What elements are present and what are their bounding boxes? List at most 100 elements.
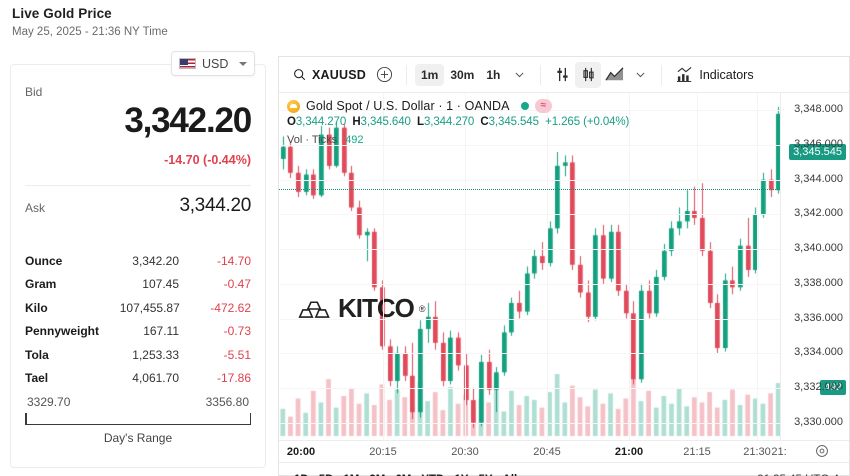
- range-6m[interactable]: 6M: [390, 471, 416, 476]
- chevron-down-icon: [239, 61, 247, 66]
- range-5d[interactable]: 5D: [314, 471, 339, 476]
- unit-name: Tola: [25, 347, 49, 362]
- ohlc-high: 3,345.640: [360, 116, 411, 128]
- gridline-horizontal: [279, 214, 780, 216]
- range-1d[interactable]: 1D: [289, 471, 314, 476]
- unit-change: -0.47: [223, 277, 251, 292]
- chart-legend: Gold Spot / U.S. Dollar · 1 · OANDA ≈ O3…: [287, 99, 629, 146]
- unit-name: Kilo: [25, 300, 48, 315]
- sliders-icon: [557, 67, 568, 82]
- range-3m[interactable]: 3M: [364, 471, 390, 476]
- timeframe-30m[interactable]: 30m: [450, 67, 475, 82]
- range-5y[interactable]: 5Y: [473, 471, 497, 476]
- gridline-horizontal: [279, 387, 780, 389]
- gridline-vertical: [629, 93, 630, 440]
- chart-style-more-button[interactable]: [627, 62, 653, 88]
- candlestick-canvas[interactable]: [279, 93, 780, 440]
- ask-price: 3,344.20: [179, 195, 251, 216]
- chevron-down-icon: [515, 72, 524, 78]
- price-tick: 3,340.000: [794, 242, 843, 255]
- area-style-button[interactable]: [601, 62, 627, 88]
- watermark-text: KITCO: [338, 293, 415, 323]
- price-tick: 3,348.000: [794, 103, 843, 116]
- price-tick: 3,342.000: [794, 207, 843, 220]
- bid-label: Bid: [25, 85, 43, 99]
- candlestick-style-button[interactable]: [575, 61, 602, 88]
- current-price-line: [279, 188, 780, 190]
- gridline-horizontal: [279, 145, 780, 147]
- range-all[interactable]: All: [498, 471, 523, 476]
- table-row: Tola 1,253.33 -5.51: [25, 343, 251, 367]
- ohlc-open-key: O: [287, 116, 296, 128]
- add-symbol-button[interactable]: [372, 62, 398, 88]
- volume-readout: Vol · Ticks 492: [287, 134, 629, 146]
- table-row: Kilo 107,455.87 -472.62: [25, 296, 251, 320]
- ohlc-high-key: H: [352, 116, 361, 128]
- currency-code: USD: [202, 56, 229, 71]
- chart-toolbar: XAUUSD 1m 30m 1h: [279, 57, 849, 93]
- unit-price-table: Ounce 3,342.20 -14.70 Gram 107.45 -0.47 …: [25, 249, 251, 390]
- price-axis[interactable]: 3,345.545 492 3,348.000 3,346.000 3,344.00…: [780, 93, 849, 440]
- price-tick: 3,330.000: [794, 415, 843, 428]
- gridline-horizontal: [279, 249, 780, 251]
- delayed-data-badge: ≈: [534, 99, 553, 113]
- currency-selector[interactable]: USD: [171, 51, 255, 76]
- range-low: 3329.70: [27, 395, 71, 409]
- range-1m[interactable]: 1M: [338, 471, 364, 476]
- range-ytd[interactable]: YTD: [416, 471, 449, 476]
- unit-value: 107,455.87: [119, 300, 180, 315]
- divider: [540, 64, 542, 85]
- unit-change: -17.86: [216, 371, 251, 386]
- range-selector-bar: 1D 5D 1M 3M 6M YTD 1Y 5Y All 21:35:45 UT…: [279, 462, 849, 476]
- unit-change: -14.70: [216, 253, 251, 268]
- unit-change: -5.51: [223, 347, 251, 362]
- timezone-gear-icon[interactable]: [815, 444, 829, 463]
- legend-title: Gold Spot / U.S. Dollar · 1 · OANDA: [306, 99, 510, 113]
- chart-plot-area[interactable]: KITCO ® Gold Spot / U.S. Dollar · 1 · OA…: [279, 93, 780, 440]
- time-tick: 20:30: [451, 446, 479, 458]
- indicators-icon: [677, 66, 692, 82]
- price-tick: 3,338.000: [794, 276, 843, 289]
- timeframe-more-button[interactable]: [506, 62, 532, 88]
- page-timestamp: May 25, 2025 - 21:36 NY Time: [12, 26, 168, 38]
- table-row: Gram 107.45 -0.47: [25, 273, 251, 297]
- gold-bar-icon: [287, 99, 300, 113]
- market-open-dot-icon: [520, 102, 529, 110]
- ohlc-open: 3,344.270: [295, 116, 347, 128]
- unit-value: 1,253.33: [132, 347, 179, 362]
- bid-price: 3,342.20: [124, 101, 252, 140]
- search-icon: [294, 69, 306, 81]
- timeframe-1m[interactable]: 1m: [414, 63, 445, 86]
- candlestick-icon: [583, 67, 594, 82]
- gridline-vertical: [383, 93, 384, 440]
- symbol-search-button[interactable]: XAUUSD: [287, 65, 372, 85]
- time-tick: 20:45: [533, 446, 561, 458]
- timeframe-1h[interactable]: 1h: [486, 67, 501, 82]
- gold-bars-icon: [298, 300, 330, 318]
- unit-value: 4,061.70: [132, 371, 179, 386]
- ohlc-low: 3,344.270: [423, 116, 475, 128]
- volume-badge: 492: [820, 379, 846, 395]
- volume-value: 492: [345, 134, 364, 146]
- unit-value: 107.45: [142, 277, 179, 292]
- gridline-vertical: [547, 93, 548, 440]
- unit-name: Ounce: [25, 253, 63, 268]
- time-tick: 21:15: [683, 446, 711, 458]
- range-1y[interactable]: 1Y: [449, 471, 473, 476]
- gridline-horizontal: [279, 110, 780, 112]
- quote-panel: Live Gold Price May 25, 2025 - 21:36 NY …: [0, 0, 276, 476]
- price-tick: 3,334.000: [794, 346, 843, 359]
- price-tick: 3,344.000: [794, 172, 843, 185]
- chart-settings-button[interactable]: [549, 62, 575, 88]
- kitco-watermark: KITCO ®: [297, 293, 426, 324]
- indicators-button[interactable]: Indicators: [670, 62, 759, 87]
- time-tick: 21:00: [614, 446, 644, 458]
- table-row: Pennyweight 167.11 -0.73: [25, 320, 251, 344]
- chart-body[interactable]: KITCO ® Gold Spot / U.S. Dollar · 1 · OA…: [279, 93, 849, 440]
- unit-name: Pennyweight: [25, 324, 100, 339]
- time-tick: 21:30: [743, 446, 771, 458]
- watermark-registered: ®: [418, 303, 426, 314]
- time-axis[interactable]: 20:00 20:15 20:30 20:45 21:00 21:15 21:30 21:: [279, 440, 849, 462]
- price-tick: 3,336.000: [794, 311, 843, 324]
